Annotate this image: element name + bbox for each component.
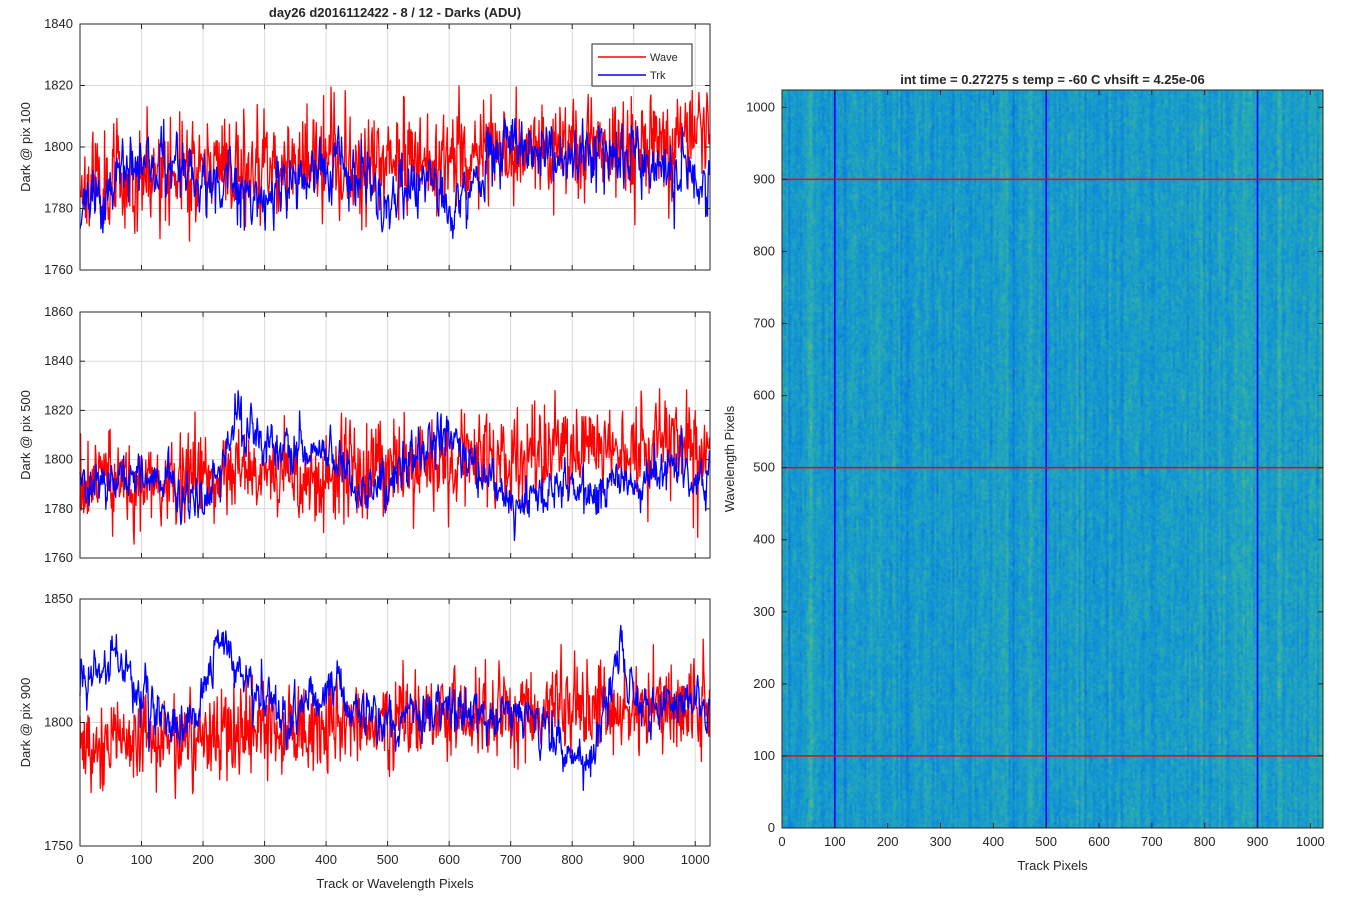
y-tick-label: 1760 [44,550,73,565]
y-tick-label: 500 [753,460,775,475]
heatmap-chart: int time = 0.27275 s temp = -60 C vhsift… [722,72,1325,873]
legend-label-trk: Trk [650,70,666,82]
x-tick-label: 400 [315,852,337,867]
ticks: 1760 1780 1800 1820 1840 [44,16,710,277]
y-tick-label: 1800 [44,139,73,154]
x-axis-label: Track or Wavelength Pixels [316,876,474,891]
x-tick-label: 200 [877,834,899,849]
axes-frame [79,311,711,559]
y-tick-label: 1840 [44,353,73,368]
heatmap-title: int time = 0.27275 s temp = -60 C vhsift… [900,72,1205,87]
series-lines [79,85,711,242]
legend-label-wave: Wave [650,52,678,64]
y-tick-label: 1820 [44,78,73,93]
series-lines [79,624,711,800]
x-tick-label: 100 [824,834,846,849]
ticks: 0 100 200 300 400 500 600 700 800 900 1000 1750 1800… [44,591,710,867]
line-chart-pix-500: 1760 1780 1800 1820 1840 1860 Dark @ pix 500 [18,304,711,565]
y-tick-label: 800 [753,243,775,258]
x-tick-label: 300 [254,852,276,867]
series-lines [79,388,711,545]
y-tick-label: 400 [753,532,775,547]
legend-box [591,43,693,87]
y-tick-label: 1860 [44,304,73,319]
x-tick-label: 1000 [1296,834,1325,849]
x-tick-label: 700 [500,852,522,867]
x-tick-label: 600 [438,852,460,867]
line-chart-pix-100: 1760 1780 1800 1820 1840 Dark @ pix 100 Wave… [18,16,711,277]
y-tick-label: 300 [753,604,775,619]
ticks: 0 100 200 300 400 500 600 700 800 900 1000 0 100 200 3… [746,90,1325,849]
y-tick-label: 900 [753,171,775,186]
y-axis-label: Wavelength Pixels [722,405,737,512]
y-tick-label: 1840 [44,16,73,31]
x-tick-label: 200 [192,852,214,867]
y-tick-label: 1820 [44,402,73,417]
x-tick-label: 1000 [681,852,710,867]
y-axis-label: Dark @ pix 500 [18,390,33,480]
x-tick-label: 400 [982,834,1004,849]
series-line-trk [79,624,711,791]
y-tick-label: 200 [753,676,775,691]
x-tick-label: 0 [778,834,785,849]
marker-lines [782,90,1323,828]
y-tick-label: 100 [753,748,775,763]
heatmap-image [782,90,1323,828]
y-tick-label: 1800 [44,452,73,467]
y-tick-label: 1750 [44,838,73,853]
y-tick-label: 1800 [44,715,73,730]
series-line-trk [79,117,711,239]
legend[interactable]: Wave Trk [591,43,693,87]
x-tick-label: 100 [131,852,153,867]
y-tick-label: 1780 [44,201,73,216]
y-tick-label: 1000 [746,99,775,114]
figure-title: day26 d2016112422 - 8 / 12 - Darks (ADU) [269,5,521,20]
series-line-wave [79,388,711,545]
y-tick-label: 1780 [44,501,73,516]
y-axis-label: Dark @ pix 900 [18,678,33,768]
line-chart-pix-900: 0 100 200 300 400 500 600 700 800 900 1000 1750 1800… [18,591,711,891]
x-tick-label: 600 [1088,834,1110,849]
y-tick-label: 1760 [44,262,73,277]
x-tick-label: 500 [377,852,399,867]
axes-frame [781,89,1324,829]
y-tick-label: 1850 [44,591,73,606]
y-tick-label: 600 [753,388,775,403]
y-tick-label: 700 [753,316,775,331]
ticks: 1760 1780 1800 1820 1840 1860 [44,304,710,565]
x-tick-label: 900 [623,852,645,867]
x-tick-label: 0 [76,852,83,867]
x-tick-label: 500 [1035,834,1057,849]
x-tick-label: 700 [1141,834,1163,849]
series-line-trk [79,390,711,542]
x-tick-label: 300 [930,834,952,849]
x-tick-label: 900 [1247,834,1269,849]
x-axis-label: Track Pixels [1017,858,1088,873]
x-tick-label: 800 [561,852,583,867]
y-axis-label: Dark @ pix 100 [18,102,33,192]
x-tick-label: 800 [1194,834,1216,849]
y-tick-label: 0 [768,820,775,835]
